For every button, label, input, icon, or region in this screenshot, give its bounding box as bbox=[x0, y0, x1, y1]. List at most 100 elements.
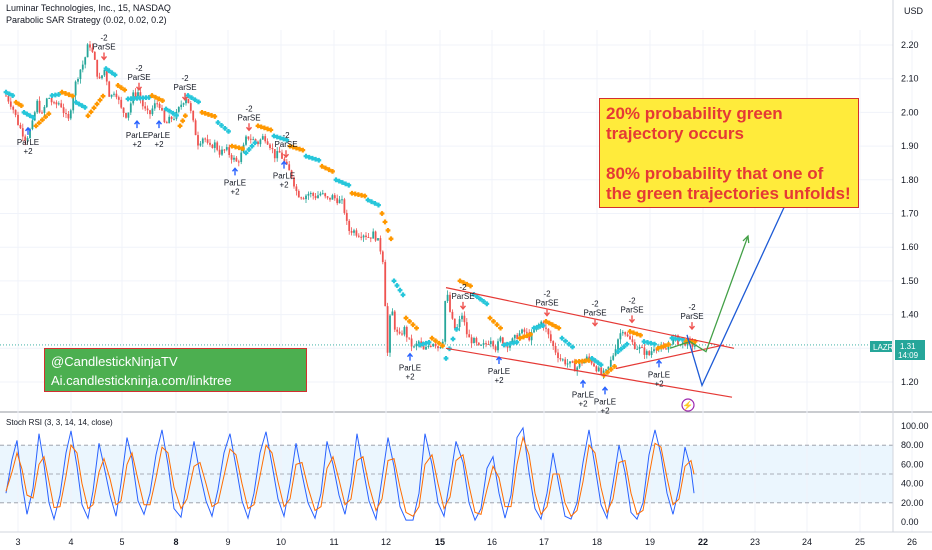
candle-body bbox=[79, 69, 82, 79]
candle-body bbox=[513, 334, 516, 339]
rsi-tick-label: 20.00 bbox=[901, 498, 924, 508]
signal-label: ParLE bbox=[17, 138, 39, 147]
candle-body bbox=[617, 339, 619, 350]
candle-body bbox=[374, 231, 377, 241]
sar-cross bbox=[468, 283, 473, 289]
candle-body bbox=[561, 359, 564, 361]
candle-body bbox=[98, 76, 101, 79]
candle-body bbox=[638, 346, 641, 349]
callout-line-2: 80% probability that one of the green tr… bbox=[606, 164, 851, 203]
candle-body bbox=[168, 116, 171, 124]
signal-value: -2 bbox=[135, 64, 143, 73]
long-arrow-icon bbox=[231, 167, 239, 176]
candle-body bbox=[384, 262, 387, 307]
candle-body bbox=[74, 81, 77, 96]
candle-body bbox=[204, 138, 207, 140]
candle-body bbox=[180, 104, 183, 108]
sar-cross bbox=[243, 150, 249, 156]
candle-body bbox=[305, 195, 307, 200]
candle-body bbox=[595, 366, 598, 372]
candle-body bbox=[117, 97, 120, 100]
candle-body bbox=[573, 362, 576, 372]
sar-cross bbox=[487, 315, 493, 321]
sar-cross bbox=[556, 325, 562, 331]
sar-cross bbox=[40, 117, 45, 123]
signal-value: -2 bbox=[100, 33, 108, 42]
candle-body bbox=[161, 107, 163, 111]
signal-label: ParSE bbox=[535, 299, 558, 308]
sar-cross bbox=[27, 113, 33, 119]
currency-label[interactable]: USD bbox=[904, 6, 924, 16]
sar-cross bbox=[615, 349, 621, 355]
sar-cross bbox=[589, 356, 595, 361]
candle-body bbox=[350, 230, 353, 233]
sar-cross bbox=[608, 366, 614, 372]
candle-body bbox=[218, 149, 221, 155]
lightning-marker[interactable]: ⚡ bbox=[681, 398, 695, 412]
signal-label: ParSE bbox=[620, 305, 643, 314]
candle-body bbox=[357, 235, 360, 237]
candle-body bbox=[5, 95, 7, 97]
sar-cross bbox=[174, 112, 179, 118]
candle-body bbox=[237, 161, 240, 163]
probability-callout[interactable]: 20% probability green trajectory occurs … bbox=[599, 98, 859, 208]
short-arrow-icon bbox=[591, 318, 599, 327]
sar-cross bbox=[94, 101, 100, 107]
candle-body bbox=[264, 136, 267, 142]
sar-cross bbox=[372, 200, 378, 206]
candle-body bbox=[129, 103, 132, 113]
candle-body bbox=[288, 164, 291, 171]
rsi-tick-label: 100.00 bbox=[901, 421, 929, 431]
indicator-label[interactable]: Parabolic SAR Strategy (0.02, 0.02, 0.2) bbox=[6, 15, 167, 25]
candle-body bbox=[127, 112, 130, 118]
branding-box[interactable]: @CandlestickNinjaTV Ai.candlestickninja.… bbox=[44, 348, 307, 392]
time-tick-label: 10 bbox=[276, 537, 286, 547]
candle-body bbox=[345, 212, 348, 221]
sar-cross bbox=[624, 341, 630, 347]
candle-body bbox=[225, 147, 228, 150]
sar-cross bbox=[543, 318, 549, 324]
time-axis[interactable]: 3 4 5 8 9 10 11 12 15 16 17 18 19 22 23 24 25 26 bbox=[0, 531, 932, 550]
candle-body bbox=[650, 351, 653, 356]
candle-body bbox=[389, 315, 391, 353]
sar-cross bbox=[385, 227, 391, 233]
price-tick-label: 1.20 bbox=[901, 377, 919, 387]
sar-cross bbox=[97, 97, 103, 103]
sar-cross bbox=[481, 299, 486, 304]
time-tick-label: 25 bbox=[855, 537, 865, 547]
sar-cross bbox=[528, 331, 533, 337]
candle-body bbox=[9, 101, 12, 107]
sar-cross bbox=[376, 202, 381, 208]
stoch-rsi-pane bbox=[0, 426, 893, 522]
candle-body bbox=[600, 367, 603, 375]
sar-cross bbox=[563, 338, 568, 344]
signal-label: ParSE bbox=[173, 83, 196, 92]
candle-body bbox=[362, 235, 365, 238]
signal-label: ParLE bbox=[399, 364, 421, 373]
stoch-rsi-label[interactable]: Stoch RSI (3, 3, 14, 14, close) bbox=[6, 418, 113, 427]
candle-body bbox=[576, 367, 579, 372]
signal-label: ParSE bbox=[680, 312, 703, 321]
sar-cross bbox=[36, 120, 42, 126]
symbol-title[interactable]: Luminar Technologies, Inc., 15, NASDAQ bbox=[6, 3, 171, 13]
sar-cross bbox=[362, 193, 368, 199]
candle-body bbox=[257, 141, 259, 145]
sar-cross bbox=[180, 118, 186, 124]
sar-cross bbox=[43, 114, 48, 120]
candle-body bbox=[487, 344, 490, 346]
candle-body bbox=[437, 346, 439, 349]
sar-cross bbox=[433, 338, 438, 344]
candle-body bbox=[153, 103, 156, 109]
sar-cross bbox=[170, 110, 176, 116]
candle-body bbox=[247, 136, 250, 139]
candle-body bbox=[602, 370, 605, 375]
candle-body bbox=[566, 363, 569, 365]
sar-cross bbox=[300, 147, 306, 153]
candle-body bbox=[312, 193, 315, 196]
signal-label: ParSE bbox=[583, 309, 606, 318]
candle-body bbox=[271, 148, 274, 150]
candle-body bbox=[355, 230, 358, 236]
sar-cross bbox=[461, 280, 466, 285]
sar-cross bbox=[407, 318, 412, 324]
